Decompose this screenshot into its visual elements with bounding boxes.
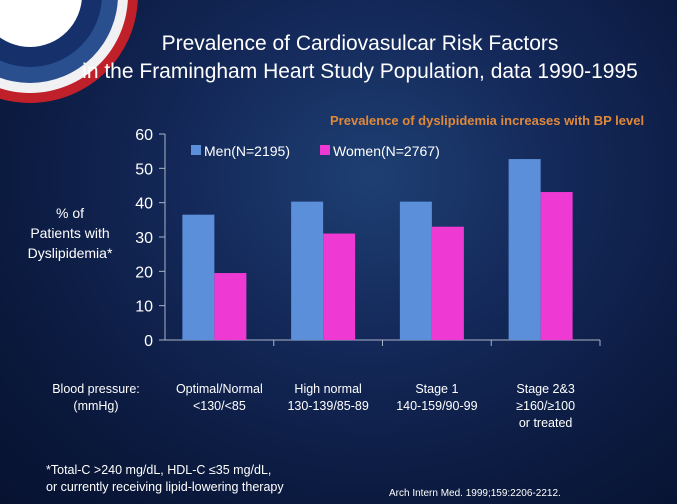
x-tick-label-line: or treated	[518, 416, 573, 430]
bar-chart: 0 10 20 30 40 50 60 Men(N=2195) Women(N=2767)	[135, 127, 601, 350]
chart-title-line-2: in the Framingham Heart Study Population…	[82, 60, 638, 83]
y-tick-label: 40	[135, 196, 153, 213]
y-tick-label: 20	[135, 264, 153, 281]
bar-women	[214, 273, 247, 340]
x-tick-label: Stage 2&3 ≥160/≥100 or treated	[481, 381, 611, 432]
x-tick-label-line: 140-159/90-99	[396, 399, 478, 413]
y-tick-label: 50	[135, 161, 153, 178]
logo-graphic	[0, 0, 138, 103]
footnote: *Total-C >240 mg/dL, HDL-C ≤35 mg/dL, or…	[46, 462, 284, 496]
x-tick-label-line: 130-139/85-89	[287, 399, 369, 413]
y-axis-label-line: % of	[55, 205, 84, 221]
chart-title-line-1: Prevalence of Cardiovasulcar Risk Factor…	[161, 32, 559, 55]
bar-women	[540, 192, 573, 340]
x-axis-label-line: (mmHg)	[73, 399, 119, 413]
x-tick-label-line: <130/<85	[192, 399, 246, 413]
y-axis-label: % of Patients with Dyslipidemia*	[14, 203, 126, 263]
footnote-line: or currently receiving lipid-lowering th…	[46, 480, 284, 494]
footnote-line: *Total-C >240 mg/dL, HDL-C ≤35 mg/dL,	[46, 463, 272, 477]
x-tick-label-line: Stage 1	[415, 382, 459, 396]
x-tick-label-line: High normal	[294, 382, 362, 396]
bar-men	[182, 214, 215, 340]
legend-label: Women(N=2767)	[333, 143, 440, 159]
legend-swatch	[320, 145, 330, 155]
y-tick-label: 0	[144, 333, 153, 350]
bar-women	[431, 226, 464, 340]
legend-swatch	[191, 145, 201, 155]
y-axis-label-line: Patients with	[30, 225, 110, 241]
y-tick-label: 10	[135, 299, 153, 316]
y-axis-label-line: Dyslipidemia*	[27, 245, 113, 261]
bar-men	[508, 159, 541, 340]
x-axis-label-line: Blood pressure:	[52, 382, 140, 396]
x-tick-label-line: ≥160/≥100	[516, 399, 576, 413]
x-tick-label-line: Optimal/Normal	[175, 382, 263, 396]
bar-women	[323, 233, 356, 340]
x-tick-label: Stage 1 140-159/90-99	[372, 381, 502, 415]
legend-label: Men(N=2195)	[204, 143, 290, 159]
x-tick-label: Optimal/Normal <130/<85	[154, 381, 284, 415]
x-axis-label: Blood pressure: (mmHg)	[26, 381, 166, 415]
y-tick-label: 60	[135, 127, 153, 144]
citation: Arch Intern Med. 1999;159:2206-2212.	[389, 488, 561, 499]
bar-men	[291, 201, 324, 340]
chart-subtitle: Prevalence of dyslipidemia increases wit…	[330, 113, 645, 128]
bar-men	[399, 201, 432, 340]
x-tick-label-line: Stage 2&3	[516, 382, 575, 396]
y-tick-label: 30	[135, 230, 153, 247]
x-tick-label: High normal 130-139/85-89	[263, 381, 393, 415]
